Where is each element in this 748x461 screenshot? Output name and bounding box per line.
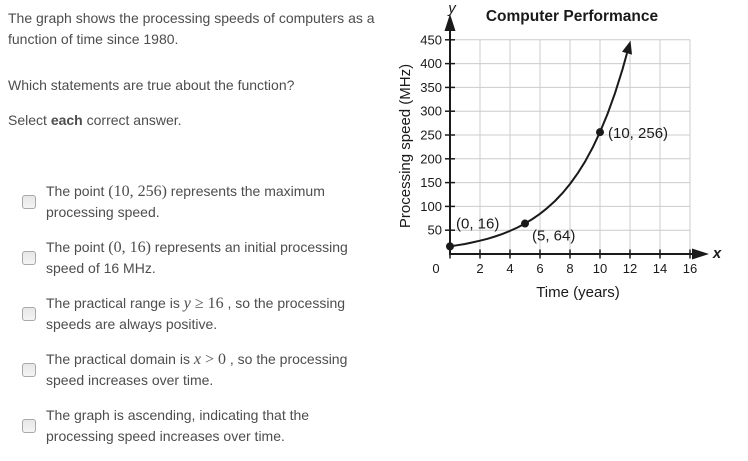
x-axis-letter: x — [712, 245, 722, 262]
graph-title: Computer Performance — [486, 8, 659, 25]
select-instruction: Select each correct answer. — [8, 110, 400, 131]
x-tick-label: 4 — [506, 261, 513, 276]
option-4-checkbox[interactable] — [22, 363, 36, 377]
x-tick-label: 8 — [566, 261, 573, 276]
data-point-label: (10, 256) — [608, 125, 668, 142]
y-tick-label: 250 — [420, 128, 442, 143]
x-tick-label: 14 — [653, 261, 667, 276]
y-tick-label: 300 — [420, 104, 442, 119]
question-panel: The graph shows the processing speeds of… — [8, 8, 400, 461]
performance-graph: 50 100 150 200 250 300 350 400 450 0 2 4 6 8 10 12 14 16 (… — [397, 0, 722, 301]
x-tick-label: 16 — [683, 261, 697, 276]
option-3-text-after: , so the processing speeds are always po… — [46, 295, 346, 332]
answer-option-2: The point (0, 16) represents an initial … — [22, 237, 358, 279]
answer-option-5: The graph is ascending, indicating that … — [22, 405, 358, 447]
x-tick-label: 10 — [593, 261, 607, 276]
answer-option-4: The practical domain is x > 0 , so the p… — [22, 349, 358, 391]
option-3-checkbox[interactable] — [22, 307, 36, 321]
x-axis-arrow-icon — [692, 248, 709, 260]
data-point — [596, 128, 604, 137]
select-instruction-prefix: Select — [8, 112, 51, 128]
select-instruction-bold: each — [50, 112, 83, 128]
answer-option-3: The practical range is y ≥ 16 , so the p… — [22, 293, 358, 335]
option-1-checkbox[interactable] — [22, 195, 36, 209]
x-axis-label: Time (years) — [536, 284, 620, 301]
answer-option-1: The point (10, 256) represents the maxim… — [22, 181, 358, 223]
y-tick-label: 100 — [420, 199, 442, 214]
option-1-label: The point (10, 256) represents the maxim… — [46, 181, 348, 223]
option-2-text-after: represents an initial processing speed o… — [46, 239, 348, 276]
y-tick-label: 350 — [420, 80, 442, 95]
data-point — [521, 219, 529, 228]
y-tick-label: 50 — [428, 223, 442, 238]
y-axis-label: Processing speed (MHz) — [398, 64, 414, 228]
option-5-text-before: The graph is ascending, indicating that … — [46, 407, 310, 444]
x-tick-label: 6 — [536, 261, 543, 276]
select-instruction-suffix: correct answer. — [82, 112, 182, 128]
y-tick-label: 450 — [420, 32, 442, 47]
option-1-text-before: The point — [46, 183, 109, 199]
option-3-math: y ≥ 16 — [183, 295, 224, 312]
option-2-text-before: The point — [46, 239, 109, 255]
option-4-text-after: , so the processing speed increases over… — [46, 351, 348, 388]
option-4-text-before: The practical domain is — [46, 351, 194, 367]
y-axis-letter: y — [447, 0, 457, 17]
option-4-math: x > 0 — [193, 351, 226, 368]
data-point-label: (5, 64) — [532, 228, 575, 245]
option-1-math: (10, 256) — [108, 183, 167, 200]
option-4-label: The practical domain is x > 0 , so the p… — [46, 349, 348, 391]
option-3-label: The practical range is y ≥ 16 , so the p… — [46, 293, 348, 335]
y-tick-label: 400 — [420, 56, 442, 71]
option-5-label: The graph is ascending, indicating that … — [46, 405, 348, 447]
x-tick-label: 12 — [623, 261, 637, 276]
answer-options: The point (10, 256) represents the maxim… — [8, 181, 400, 447]
y-tick-label: 200 — [420, 151, 442, 166]
y-axis-arrow-icon — [444, 14, 456, 31]
curve-arrow-icon — [622, 40, 632, 55]
data-point — [446, 242, 454, 251]
y-tick-label: 150 — [420, 175, 442, 190]
data-point-label: (0, 16) — [456, 215, 499, 232]
question-prompt: Which statements are true about the func… — [8, 77, 295, 93]
option-2-math: (0, 16) — [108, 239, 151, 256]
graph-panel: 50 100 150 200 250 300 350 400 450 0 2 4 6 8 10 12 14 16 (… — [397, 0, 748, 312]
option-5-checkbox[interactable] — [22, 419, 36, 433]
option-3-text-before: The practical range is — [46, 295, 184, 311]
option-2-checkbox[interactable] — [22, 251, 36, 265]
option-2-label: The point (0, 16) represents an initial … — [46, 237, 348, 279]
x-tick-label: 2 — [476, 261, 483, 276]
x-tick-label: 0 — [432, 261, 439, 276]
question-intro: The graph shows the processing speeds of… — [8, 10, 375, 47]
option-1-text-after: represents the maximum processing speed. — [46, 183, 325, 220]
